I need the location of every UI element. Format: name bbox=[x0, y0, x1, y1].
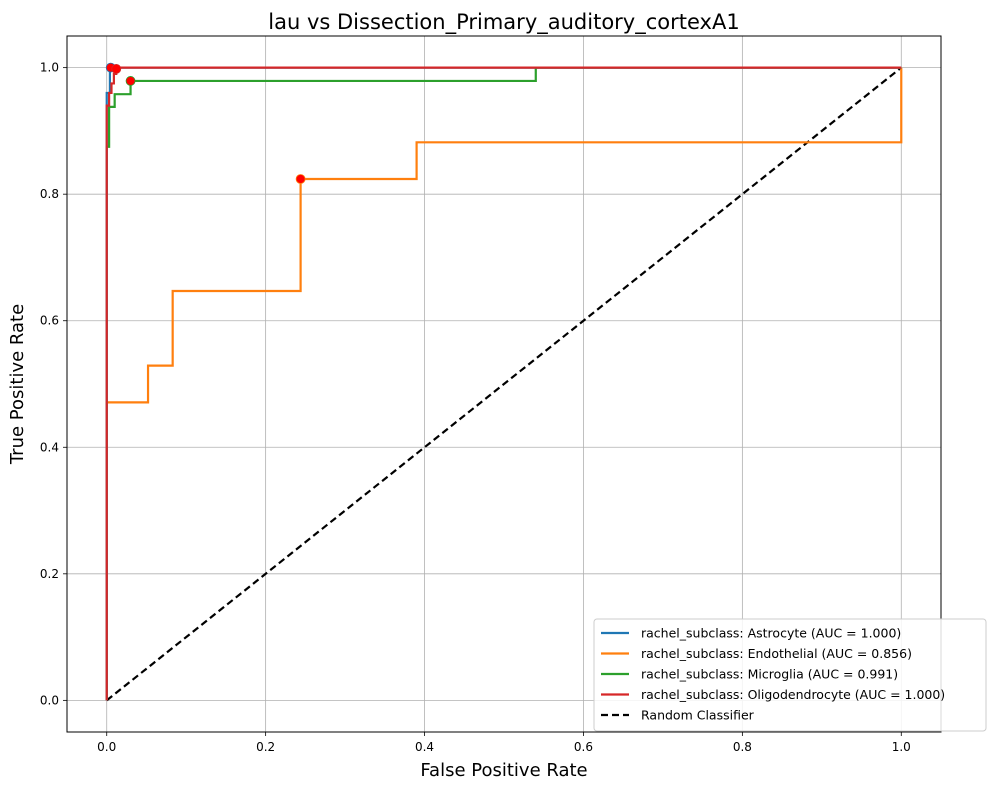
x-tick-label: 0.4 bbox=[415, 740, 434, 754]
threshold-marker-3 bbox=[112, 64, 121, 73]
series-line-4 bbox=[107, 68, 902, 701]
y-tick-label: 1.0 bbox=[40, 61, 59, 75]
x-tick-label: 0.8 bbox=[733, 740, 752, 754]
x-tick-label: 0.2 bbox=[256, 740, 275, 754]
y-tick-label: 0.2 bbox=[40, 567, 59, 581]
x-axis-ticks: 0.0 0.2 0.4 0.6 0.8 1.0 bbox=[97, 732, 911, 754]
y-axis-label: True Positive Rate bbox=[7, 304, 28, 465]
x-tick-label: 1.0 bbox=[892, 740, 911, 754]
y-axis-ticks: 0.0 0.2 0.4 0.6 0.8 1.0 bbox=[40, 61, 67, 708]
y-tick-label: 0.0 bbox=[40, 693, 59, 707]
legend-label-3: rachel_subclass: Oligodendrocyte (AUC = … bbox=[641, 687, 945, 702]
legend-label-1: rachel_subclass: Endothelial (AUC = 0.85… bbox=[641, 646, 912, 661]
y-tick-label: 0.8 bbox=[40, 187, 59, 201]
legend: rachel_subclass: Astrocyte (AUC = 1.000)… bbox=[594, 619, 986, 731]
chart-title: lau vs Dissection_Primary_auditory_corte… bbox=[268, 10, 739, 35]
legend-label-2: rachel_subclass: Microglia (AUC = 0.991) bbox=[641, 667, 898, 682]
x-axis-label: False Positive Rate bbox=[420, 760, 587, 781]
series-lines bbox=[107, 68, 902, 701]
threshold-marker-1 bbox=[296, 174, 305, 183]
x-tick-label: 0.0 bbox=[97, 740, 116, 754]
threshold-marker-2 bbox=[126, 76, 135, 85]
y-tick-label: 0.4 bbox=[40, 440, 59, 454]
legend-label-0: rachel_subclass: Astrocyte (AUC = 1.000) bbox=[641, 626, 901, 641]
legend-label-4: Random Classifier bbox=[641, 708, 755, 723]
x-tick-label: 0.6 bbox=[574, 740, 593, 754]
y-tick-label: 0.6 bbox=[40, 314, 59, 328]
